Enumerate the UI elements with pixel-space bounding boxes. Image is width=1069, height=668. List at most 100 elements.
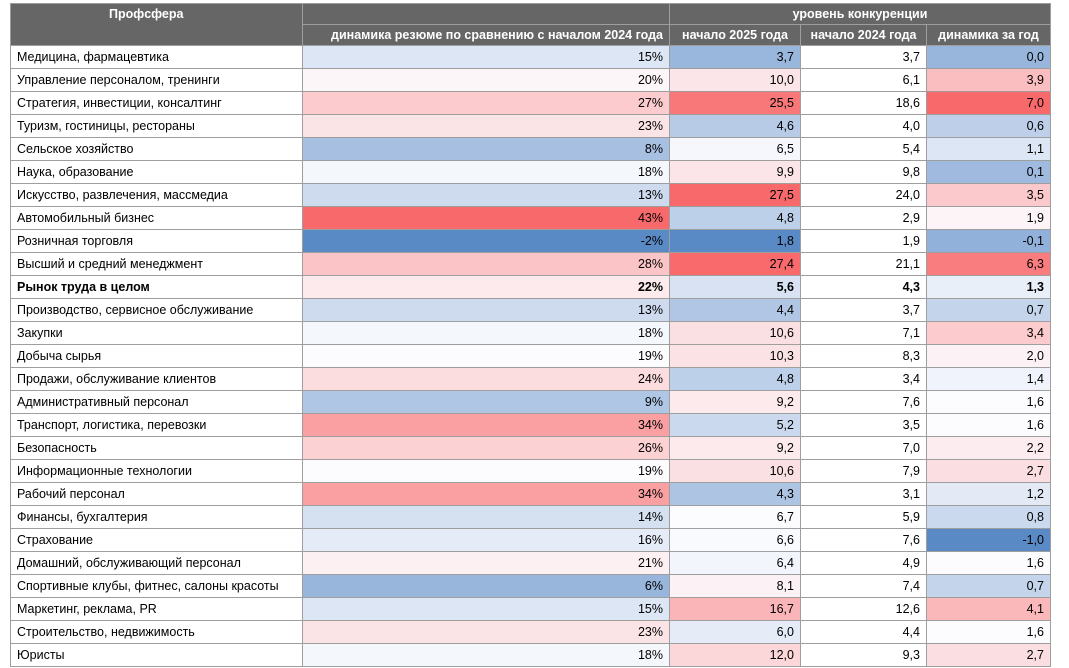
cell-profsfera: Рабочий персонал (10, 482, 303, 506)
cell-dynamics-year: 3,5 (926, 183, 1051, 207)
table-row: Транспорт, логистика, перевозки 34% 5,2 3,5… (10, 413, 1051, 437)
table-row: Закупки 18% 10,6 7,1 3,4 (10, 321, 1051, 345)
cell-start-2025: 4,8 (669, 206, 801, 230)
cell-resume-dynamics: -2% (302, 229, 670, 253)
cell-profsfera: Транспорт, логистика, перевозки (10, 413, 303, 437)
cell-start-2025: 9,2 (669, 436, 801, 460)
header-profsfera: Профсфера (10, 3, 303, 46)
cell-dynamics-year: 1,6 (926, 551, 1051, 575)
cell-profsfera: Сельское хозяйство (10, 137, 303, 161)
cell-resume-dynamics: 43% (302, 206, 670, 230)
cell-resume-dynamics: 16% (302, 528, 670, 552)
table-row: Домашний, обслуживающий персонал 21% 6,4 4,… (10, 551, 1051, 575)
cell-resume-dynamics: 26% (302, 436, 670, 460)
header-start-2024: начало 2024 года (800, 24, 927, 46)
table-row: Производство, сервисное обслуживание 13% 4… (10, 298, 1051, 322)
cell-resume-dynamics: 18% (302, 160, 670, 184)
cell-start-2024: 7,6 (800, 390, 927, 414)
header-dynamics-year: динамика за год (926, 24, 1051, 46)
cell-resume-dynamics: 15% (302, 597, 670, 621)
cell-start-2024: 18,6 (800, 91, 927, 115)
cell-resume-dynamics: 18% (302, 321, 670, 345)
cell-resume-dynamics: 18% (302, 643, 670, 667)
cell-start-2024: 8,3 (800, 344, 927, 368)
cell-start-2025: 12,0 (669, 643, 801, 667)
cell-profsfera: Спортивные клубы, фитнес, салоны красоты (10, 574, 303, 598)
cell-dynamics-year: 0,6 (926, 114, 1051, 138)
cell-profsfera: Юристы (10, 643, 303, 667)
cell-start-2024: 4,0 (800, 114, 927, 138)
cell-resume-dynamics: 27% (302, 91, 670, 115)
cell-resume-dynamics: 19% (302, 344, 670, 368)
cell-profsfera: Стратегия, инвестиции, консалтинг (10, 91, 303, 115)
cell-start-2024: 3,7 (800, 298, 927, 322)
cell-profsfera: Закупки (10, 321, 303, 345)
cell-start-2025: 10,6 (669, 321, 801, 345)
cell-dynamics-year: 1,6 (926, 390, 1051, 414)
cell-start-2025: 9,2 (669, 390, 801, 414)
header-resume-dynamics: динамика резюме по сравнению с началом 2… (302, 24, 670, 46)
cell-profsfera: Туризм, гостиницы, рестораны (10, 114, 303, 138)
cell-start-2025: 10,6 (669, 459, 801, 483)
table-row: Информационные технологии 19% 10,6 7,9 2,7 (10, 459, 1051, 483)
table-row: Страхование 16% 6,6 7,6 -1,0 (10, 528, 1051, 552)
cell-dynamics-year: 3,4 (926, 321, 1051, 345)
cell-start-2024: 7,6 (800, 528, 927, 552)
competition-table: Профсфера уровень конкуренции динамика р… (10, 3, 1051, 667)
cell-resume-dynamics: 28% (302, 252, 670, 276)
cell-start-2025: 4,3 (669, 482, 801, 506)
cell-dynamics-year: 6,3 (926, 252, 1051, 276)
cell-start-2024: 5,9 (800, 505, 927, 529)
table-row: Маркетинг, реклама, PR 15% 16,7 12,6 4,1 (10, 597, 1051, 621)
cell-start-2024: 7,4 (800, 574, 927, 598)
cell-start-2025: 10,3 (669, 344, 801, 368)
cell-start-2025: 4,6 (669, 114, 801, 138)
cell-resume-dynamics: 34% (302, 482, 670, 506)
cell-resume-dynamics: 9% (302, 390, 670, 414)
cell-start-2025: 6,6 (669, 528, 801, 552)
table-row: Управление персоналом, тренинги 20% 10,0 6,… (10, 68, 1051, 92)
cell-start-2024: 1,9 (800, 229, 927, 253)
table-row: Искусство, развлечения, массмедиа 13% 27,5… (10, 183, 1051, 207)
cell-profsfera: Наука, образование (10, 160, 303, 184)
cell-start-2024: 12,6 (800, 597, 927, 621)
cell-dynamics-year: 1,3 (926, 275, 1051, 299)
cell-resume-dynamics: 13% (302, 298, 670, 322)
cell-dynamics-year: 0,8 (926, 505, 1051, 529)
cell-profsfera: Автомобильный бизнес (10, 206, 303, 230)
table-row: Спортивные клубы, фитнес, салоны красоты… (10, 574, 1051, 598)
cell-resume-dynamics: 8% (302, 137, 670, 161)
cell-start-2024: 7,0 (800, 436, 927, 460)
cell-profsfera: Продажи, обслуживание клиентов (10, 367, 303, 391)
table-row: Автомобильный бизнес 43% 4,8 2,9 1,9 (10, 206, 1051, 230)
table-row: Продажи, обслуживание клиентов 24% 4,8 3,4 1… (10, 367, 1051, 391)
table-row: Туризм, гостиницы, рестораны 23% 4,6 4,0 0,6 (10, 114, 1051, 138)
cell-profsfera: Административный персонал (10, 390, 303, 414)
header-blank (302, 3, 670, 25)
cell-dynamics-year: 2,0 (926, 344, 1051, 368)
cell-resume-dynamics: 23% (302, 114, 670, 138)
cell-start-2024: 24,0 (800, 183, 927, 207)
cell-dynamics-year: 1,6 (926, 413, 1051, 437)
cell-dynamics-year: 7,0 (926, 91, 1051, 115)
cell-profsfera: Медицина, фармацевтика (10, 45, 303, 69)
cell-start-2024: 3,7 (800, 45, 927, 69)
table-row: Рабочий персонал 34% 4,3 3,1 1,2 (10, 482, 1051, 506)
cell-start-2024: 9,8 (800, 160, 927, 184)
cell-profsfera: Маркетинг, реклама, PR (10, 597, 303, 621)
cell-start-2025: 27,5 (669, 183, 801, 207)
cell-start-2024: 3,5 (800, 413, 927, 437)
cell-profsfera: Финансы, бухгалтерия (10, 505, 303, 529)
cell-start-2024: 2,9 (800, 206, 927, 230)
table-row: Стратегия, инвестиции, консалтинг 27% 25,5… (10, 91, 1051, 115)
cell-dynamics-year: 1,4 (926, 367, 1051, 391)
cell-start-2025: 4,4 (669, 298, 801, 322)
cell-start-2025: 10,0 (669, 68, 801, 92)
cell-profsfera: Строительство, недвижимость (10, 620, 303, 644)
cell-start-2025: 6,4 (669, 551, 801, 575)
table-row: Безопасность 26% 9,2 7,0 2,2 (10, 436, 1051, 460)
cell-start-2025: 1,8 (669, 229, 801, 253)
cell-profsfera: Рынок труда в целом (10, 275, 303, 299)
cell-start-2025: 5,6 (669, 275, 801, 299)
cell-start-2024: 5,4 (800, 137, 927, 161)
